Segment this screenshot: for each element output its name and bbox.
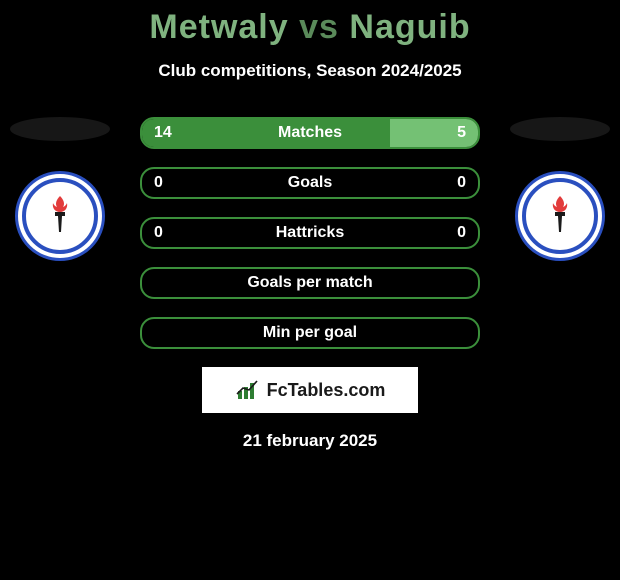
- player1-side: [10, 117, 110, 261]
- stat-bar: 00Goals: [140, 167, 480, 199]
- logo-box: FcTables.com: [202, 367, 418, 413]
- stat-bar: Goals per match: [140, 267, 480, 299]
- logo-text: FcTables.com: [267, 380, 386, 401]
- player2-photo-placeholder: [510, 117, 610, 141]
- stat-bars: 145Matches 00Goals 00Hattricks Goals per ma…: [140, 117, 480, 349]
- comparison-card: Metwaly vs Naguib Club competitions, Sea…: [0, 0, 620, 580]
- page-title: Metwaly vs Naguib: [0, 0, 620, 47]
- stat-label: Hattricks: [142, 219, 478, 247]
- comparison-body: 145Matches 00Goals 00Hattricks Goals per ma…: [0, 117, 620, 349]
- torch-icon: [545, 194, 575, 234]
- stat-label: Goals: [142, 169, 478, 197]
- torch-icon: [45, 194, 75, 234]
- subtitle: Club competitions, Season 2024/2025: [0, 61, 620, 81]
- stat-bar: 00Hattricks: [140, 217, 480, 249]
- player2-club-badge: [515, 171, 605, 261]
- player2-side: [510, 117, 610, 261]
- datestamp: 21 february 2025: [0, 431, 620, 451]
- stat-bar: 145Matches: [140, 117, 480, 149]
- stat-bar: Min per goal: [140, 317, 480, 349]
- bar-chart-icon: [235, 379, 261, 401]
- player1-club-badge: [15, 171, 105, 261]
- title-player2: Naguib: [349, 8, 470, 46]
- stat-label: Goals per match: [142, 269, 478, 297]
- title-player1: Metwaly: [149, 8, 288, 46]
- stat-label: Matches: [142, 119, 478, 147]
- player1-photo-placeholder: [10, 117, 110, 141]
- title-vs: vs: [299, 8, 339, 46]
- stat-label: Min per goal: [142, 319, 478, 347]
